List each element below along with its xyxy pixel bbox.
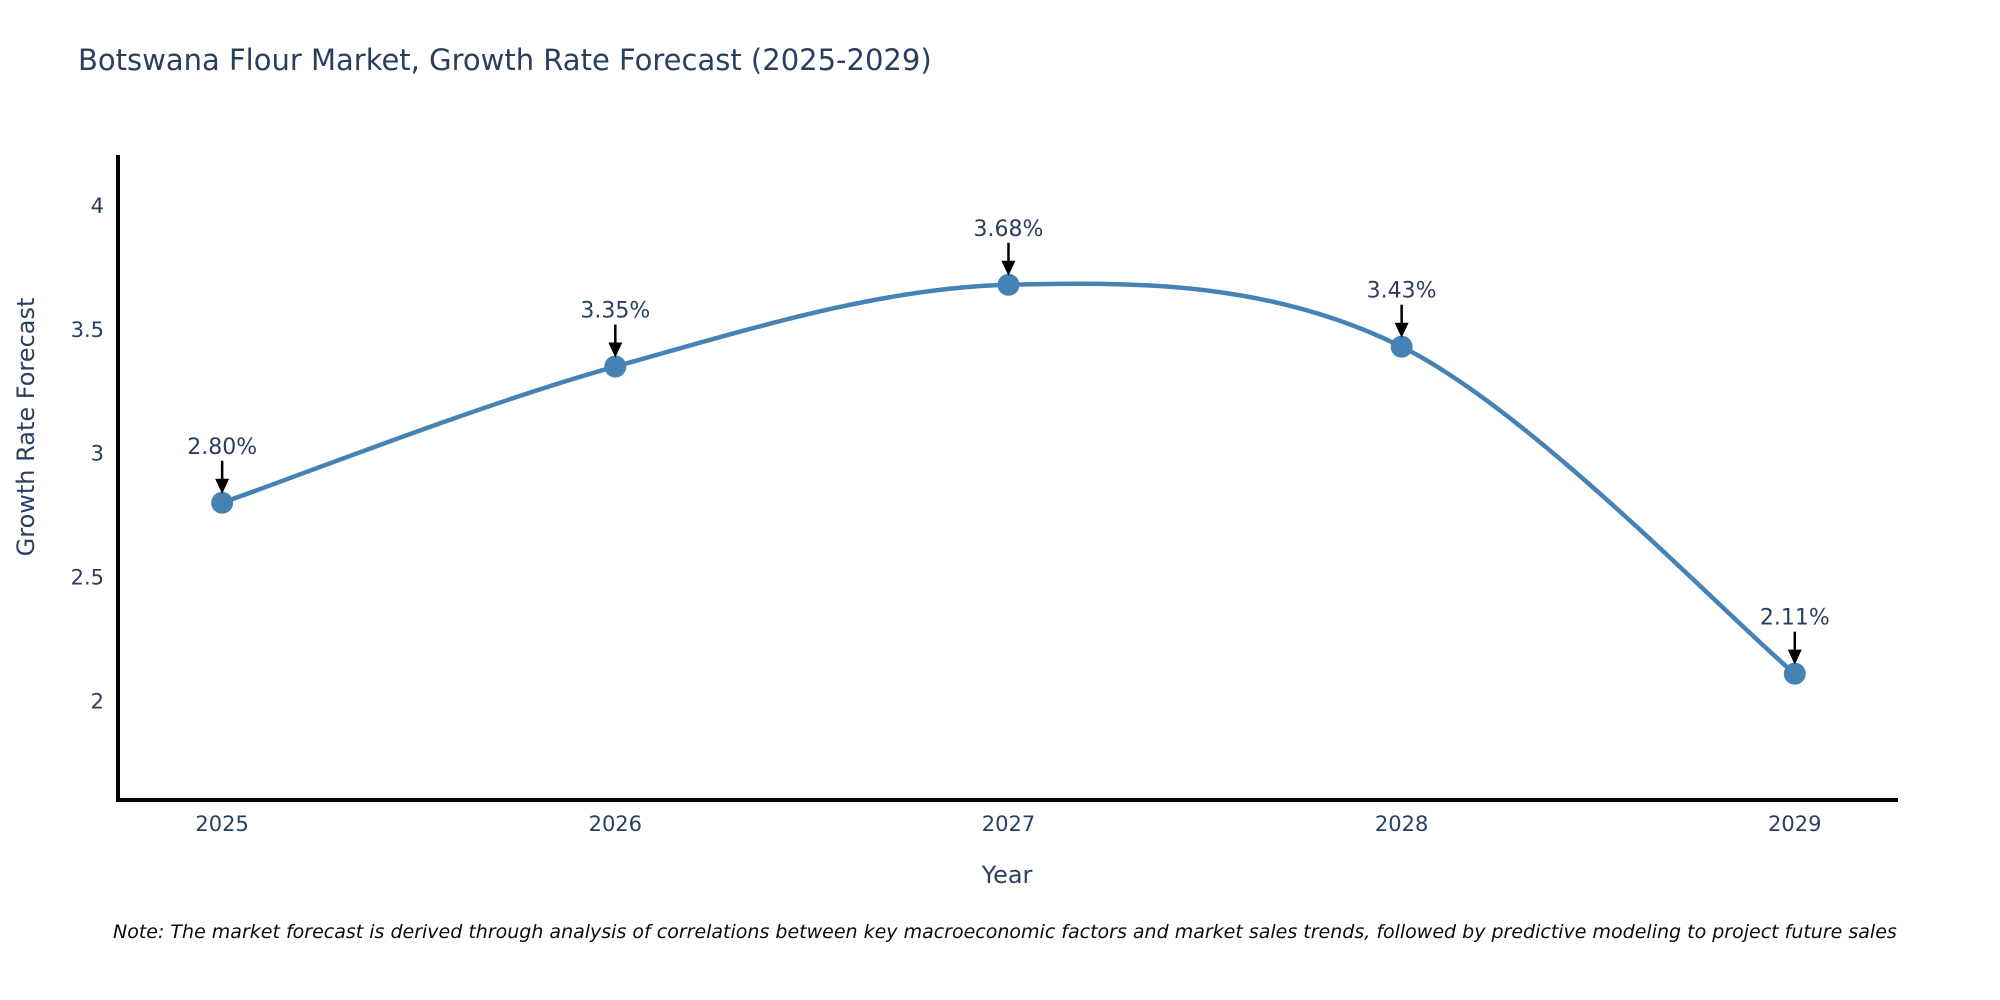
data-point-marker <box>604 355 627 378</box>
annotation-label: 3.68% <box>974 217 1044 242</box>
x-axis-title: Year <box>981 861 1033 889</box>
y-tick-label: 3.5 <box>71 318 104 342</box>
annotation-label: 3.35% <box>580 299 650 324</box>
annotation-arrowhead-icon <box>1787 649 1802 665</box>
x-tick-label: 2028 <box>1375 812 1428 836</box>
annotation-arrowhead-icon <box>1001 260 1016 276</box>
annotation-label: 3.43% <box>1367 279 1437 304</box>
annotation-label: 2.80% <box>187 435 257 460</box>
annotation-label: 2.11% <box>1760 606 1830 631</box>
y-tick-label: 2 <box>91 689 104 713</box>
data-point-marker <box>1390 335 1413 358</box>
x-tick-label: 2027 <box>982 812 1035 836</box>
y-tick-label: 4 <box>91 194 104 218</box>
annotation-arrowhead-icon <box>215 478 230 494</box>
trace-spline <box>219 281 1798 676</box>
y-tick-label: 3 <box>91 442 104 466</box>
footnote: Note: The market forecast is derived thr… <box>113 921 1897 943</box>
x-tick-label: 2029 <box>1768 812 1821 836</box>
x-tick-label: 2026 <box>589 812 642 836</box>
annotation-arrowhead-icon <box>608 342 623 358</box>
data-point-marker <box>1783 662 1806 685</box>
x-tick-label: 2025 <box>195 812 248 836</box>
chart-title: Botswana Flour Market, Growth Rate Forec… <box>78 43 932 77</box>
annotation-arrowhead-icon <box>1394 322 1409 338</box>
y-tick-label: 2.5 <box>71 566 104 590</box>
data-point-marker <box>997 273 1020 296</box>
data-point-marker <box>211 491 234 514</box>
